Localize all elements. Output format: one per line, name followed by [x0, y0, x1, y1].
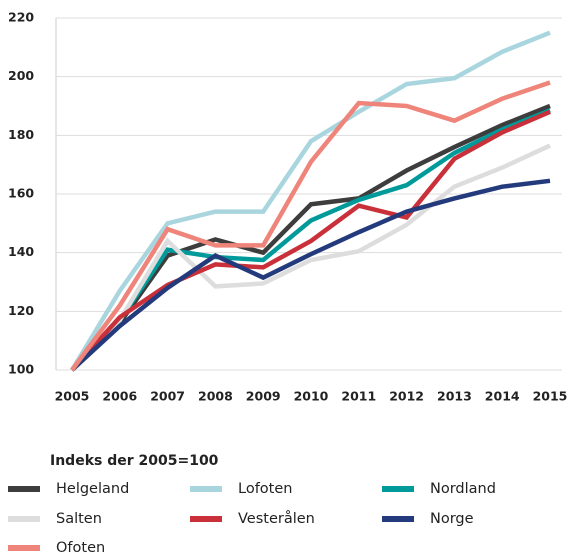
x-tick-label: 2006 — [102, 389, 137, 404]
y-tick-label: 100 — [8, 362, 34, 377]
x-tick-label: 2007 — [150, 389, 185, 404]
y-tick-label: 160 — [8, 186, 34, 201]
x-tick-label: 2008 — [198, 389, 233, 404]
x-tick-label: 2011 — [341, 389, 376, 404]
x-tick-label: 2009 — [246, 389, 281, 404]
legend-label: Norge — [430, 511, 474, 527]
y-tick-label: 140 — [8, 244, 34, 259]
x-tick-label: 2010 — [294, 389, 329, 404]
x-tick-label: 2013 — [437, 389, 472, 404]
legend-label: Vesterålen — [238, 510, 315, 527]
legend-title: Indeks der 2005=100 — [50, 453, 219, 469]
legend-label: Ofoten — [56, 540, 105, 556]
series-line — [70, 109, 551, 372]
legend-label: Nordland — [430, 481, 496, 497]
legend-label: Salten — [56, 511, 102, 527]
series-line — [70, 143, 551, 372]
legend-label: Lofoten — [238, 481, 292, 497]
y-tick-label: 220 — [8, 10, 34, 25]
y-tick-label: 180 — [8, 127, 34, 142]
series-line — [70, 103, 551, 372]
x-tick-label: 2005 — [55, 389, 90, 404]
series-line — [70, 30, 551, 372]
series-line — [70, 178, 551, 372]
y-tick-label: 200 — [8, 68, 34, 83]
x-tick-label: 2015 — [533, 389, 568, 404]
x-tick-label: 2014 — [485, 389, 520, 404]
series-line — [70, 108, 551, 372]
y-tick-label: 120 — [8, 303, 34, 318]
legend-label: Helgeland — [56, 481, 129, 497]
x-tick-label: 2012 — [389, 389, 424, 404]
series-line — [70, 80, 551, 372]
